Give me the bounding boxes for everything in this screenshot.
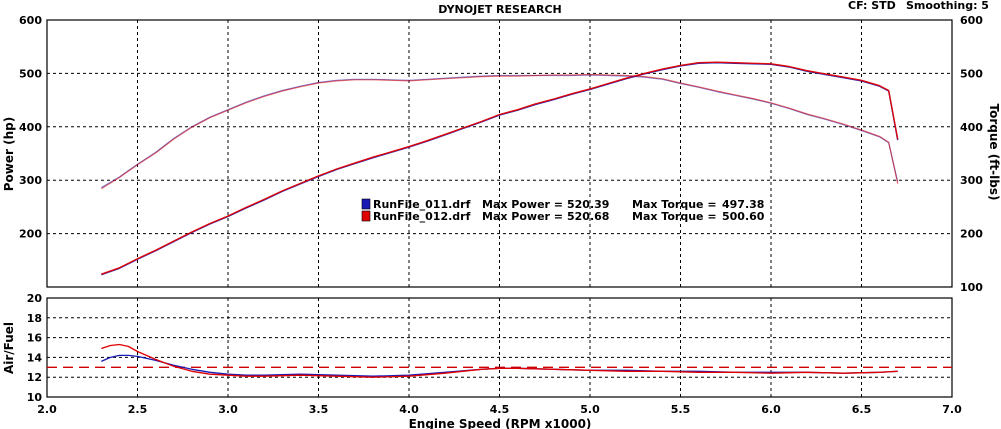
legend-max-power-label: Max Power =	[482, 198, 563, 211]
afr-tick-label: 18	[27, 312, 42, 325]
legend-max-power-value: 520.68	[567, 210, 609, 223]
rpm-tick-label: 5.5	[671, 403, 691, 416]
legend-max-torque-label: Max Torque =	[632, 210, 717, 223]
legend-file-name: RunFile_011.drf	[373, 198, 471, 211]
legend: RunFile_011.drf Max Power = 520.39 Max Torq…	[361, 198, 765, 223]
power-tick-label: 600	[19, 14, 42, 27]
torque-axis-title: Torque (ft-lbs)	[987, 104, 1001, 201]
torque-tick-label: 400	[960, 121, 983, 134]
power-torque-panel: 200 300 400 500 600 100 200 300 400 500 600	[19, 14, 983, 294]
legend-max-torque-value: 497.38	[722, 198, 764, 211]
torque-line	[100, 73, 899, 190]
power-axis-title: Power (hp)	[2, 117, 16, 191]
torque-tick-label: 500	[960, 67, 983, 80]
air-fuel-panel: 10 12 14 16 18 20 2.0 2.5 3.0 3.5 4.0 4.5 5.0 5.5 6.0 6…	[27, 292, 962, 416]
legend-file-name: RunFile_012.drf	[373, 210, 471, 223]
rpm-tick-label: 3.0	[218, 403, 238, 416]
afr-tick-label: 14	[27, 351, 43, 364]
rpm-tick-label: 2.0	[37, 403, 57, 416]
afr-tick-label: 10	[27, 391, 43, 404]
power-tick-label: 500	[19, 67, 42, 80]
afr-tick-label: 12	[27, 371, 42, 384]
chart-title: DYNOJET RESEARCH	[438, 3, 561, 16]
afr-axis-title: Air/Fuel	[2, 322, 16, 374]
legend-swatch	[361, 198, 371, 210]
afr-tick-label: 16	[27, 332, 43, 345]
torque-tick-label: 600	[960, 14, 983, 27]
rpm-tick-label: 2.5	[128, 403, 148, 416]
power-tick-label: 400	[19, 121, 42, 134]
legend-max-power-value: 520.39	[567, 198, 609, 211]
legend-max-torque-label: Max Torque =	[632, 198, 717, 211]
legend-swatch	[361, 210, 371, 222]
smoothing-label: Smoothing: 5	[906, 0, 989, 12]
rpm-tick-label: 3.5	[309, 403, 329, 416]
rpm-tick-label: 4.0	[399, 403, 419, 416]
cf-label: CF: STD	[848, 0, 896, 12]
torque-tick-label: 100	[960, 281, 983, 294]
power-tick-label: 200	[19, 228, 42, 241]
rpm-tick-label: 5.0	[580, 403, 600, 416]
rpm-tick-label: 6.5	[852, 403, 872, 416]
legend-max-torque-value: 500.60	[722, 210, 765, 223]
torque-tick-label: 200	[960, 228, 983, 241]
afr-line	[101, 343, 898, 378]
legend-max-power-label: Max Power =	[482, 210, 563, 223]
afr-tick-label: 20	[27, 292, 43, 305]
rpm-tick-label: 6.0	[761, 403, 781, 416]
rpm-axis-title: Engine Speed (RPM x1000)	[409, 417, 592, 429]
rpm-tick-label: 7.0	[942, 403, 962, 416]
power-tick-label: 300	[19, 174, 42, 187]
torque-tick-label: 300	[960, 174, 983, 187]
power-line	[101, 61, 899, 275]
rpm-tick-label: 4.5	[490, 403, 510, 416]
